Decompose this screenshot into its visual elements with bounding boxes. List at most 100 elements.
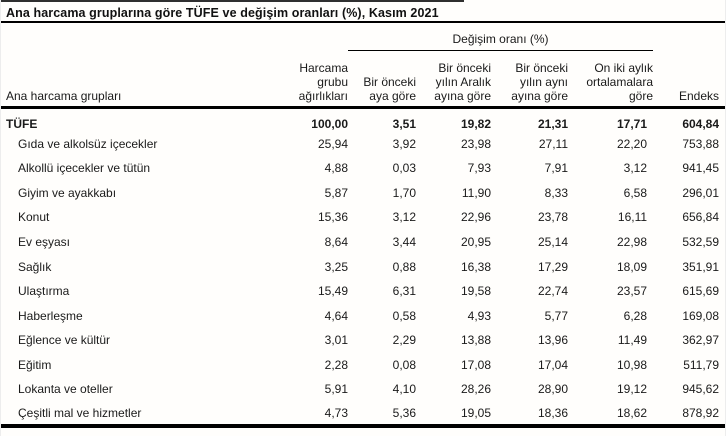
row-label: Çeşitli mal ve hizmetler	[18, 405, 142, 420]
cell-weight: 3,01	[324, 333, 348, 348]
table-row: Eğlence ve kültür 3,01 2,29 13,88 13,96 …	[1, 328, 725, 353]
cell-yoy: 23,78	[537, 210, 568, 225]
table-row: Çeşitli mal ve hizmetler 4,73 5,36 19,05…	[1, 402, 725, 427]
column-header-index: Endeks	[679, 88, 720, 103]
cell-yoy: 18,36	[537, 405, 568, 420]
table-row: Gıda ve alkolsüz içecekler 25,94 3,92 23…	[1, 132, 725, 157]
cell-yoy: 17,04	[537, 357, 568, 372]
cell-index: 296,01	[682, 185, 720, 200]
cell-since-december: 16,38	[460, 259, 491, 274]
cell-since-december: 19,58	[460, 284, 491, 299]
row-label: Gıda ve alkolsüz içecekler	[18, 136, 158, 151]
cell-weight: 5,91	[324, 382, 348, 397]
row-label: Sağlık	[18, 259, 52, 274]
table-body: TÜFE 100,00 3,51 19,82 21,31 17,71 604,8…	[1, 107, 725, 427]
cell-weight: 4,88	[324, 161, 348, 176]
table-row: Ev eşyası 8,64 3,44 20,95 25,14 22,98 53…	[1, 230, 725, 255]
row-label: Ulaştırma	[18, 284, 70, 299]
cell-since-december: 28,26	[460, 382, 491, 397]
cell-monthly: 5,36	[392, 405, 416, 420]
row-label: Ev eşyası	[18, 235, 71, 249]
cell-index: 362,97	[682, 333, 720, 348]
cell-twelve-month-avg: 16,11	[617, 210, 648, 225]
cell-monthly: 2,29	[392, 333, 416, 348]
group-header-change-rate: Değişim oranı (%)	[348, 23, 654, 51]
cell-since-december: 19,05	[460, 405, 491, 420]
top-partial-rule	[1, 0, 464, 2]
cell-yoy: 5,77	[544, 308, 568, 323]
cell-twelve-month-avg: 18,62	[617, 405, 648, 420]
table-row: Giyim ve ayakkabı 5,87 1,70 11,90 8,33 6…	[1, 181, 725, 206]
cell-since-december: 23,98	[460, 136, 491, 151]
page-title: Ana harcama gruplarına göre TÜFE ve deği…	[6, 6, 439, 20]
row-label: Alkollü içecekler ve tütün	[18, 161, 151, 176]
cell-monthly: 1,70	[392, 185, 416, 200]
cell-weight: 8,64	[324, 235, 348, 249]
cell-yoy: 27,11	[538, 136, 568, 151]
cell-index: 604,84	[682, 117, 720, 132]
table-row: Haberleşme 4,64 0,58 4,93 5,77 6,28 169,…	[1, 303, 725, 328]
group-header-row: Değişim oranı (%)	[1, 23, 725, 51]
cell-weight: 4,64	[324, 308, 348, 323]
cell-weight: 3,25	[324, 259, 348, 274]
cell-since-december: 7,93	[467, 161, 491, 176]
cell-twelve-month-avg: 23,57	[617, 284, 648, 299]
cpi-table: Değişim oranı (%) Ana harcama grupları H…	[1, 23, 725, 429]
cell-monthly: 3,44	[392, 235, 416, 249]
group-header-spacer-left	[1, 23, 348, 50]
cell-twelve-month-avg: 6,58	[623, 185, 648, 200]
cell-monthly: 3,92	[392, 136, 416, 151]
cell-weight: 100,00	[311, 117, 348, 132]
table-row: TÜFE 100,00 3,51 19,82 21,31 17,71 604,8…	[1, 107, 725, 132]
cell-index: 941,45	[682, 161, 720, 176]
column-header-since-december: Bir önceki yılın Aralık ayına göre	[434, 60, 491, 103]
table-row: Alkollü içecekler ve tütün 4,88 0,03 7,9…	[1, 156, 725, 181]
cell-yoy: 25,14	[537, 235, 568, 249]
row-label: Eğitim	[18, 357, 52, 372]
cell-weight: 15,36	[317, 210, 348, 225]
cell-index: 878,92	[682, 405, 720, 420]
cell-weight: 25,94	[317, 136, 348, 151]
cell-monthly: 3,12	[392, 210, 416, 225]
cell-yoy: 8,33	[544, 185, 568, 200]
column-header-twelve-month-avg: On iki aylık ortalamalara göre	[586, 60, 654, 103]
cell-yoy: 17,29	[537, 259, 568, 274]
cell-twelve-month-avg: 3,12	[623, 161, 648, 176]
row-label: Konut	[18, 210, 50, 225]
column-header-monthly: Bir önceki aya göre	[363, 74, 416, 103]
row-label: TÜFE	[6, 117, 38, 132]
cell-twelve-month-avg: 22,20	[617, 136, 648, 151]
cell-since-december: 4,93	[467, 308, 491, 323]
table-row: Eğitim 2,28 0,08 17,08 17,04 10,98 511,7…	[1, 352, 725, 377]
row-label: Lokanta ve oteller	[18, 382, 113, 397]
cell-twelve-month-avg: 18,09	[617, 259, 648, 274]
cell-since-december: 20,95	[460, 235, 491, 249]
cell-weight: 15,49	[317, 284, 348, 299]
cell-since-december: 19,82	[460, 117, 491, 132]
cell-monthly: 6,31	[392, 284, 416, 299]
cell-weight: 2,28	[324, 357, 348, 372]
cell-index: 615,69	[682, 284, 720, 299]
column-header-yoy: Bir önceki yılın aynı ayına göre	[511, 60, 568, 103]
table-row: Lokanta ve oteller 5,91 4,10 28,26 28,90…	[1, 377, 725, 402]
cell-index: 753,88	[682, 136, 720, 151]
cell-weight: 5,87	[324, 185, 348, 200]
cell-twelve-month-avg: 10,98	[617, 357, 648, 372]
title-block: Ana harcama gruplarına göre TÜFE ve deği…	[1, 0, 725, 23]
group-header-spacer-right	[653, 23, 725, 50]
table-header: Değişim oranı (%) Ana harcama grupları H…	[1, 23, 725, 107]
cell-monthly: 3,51	[392, 117, 416, 132]
cell-index: 351,91	[682, 259, 720, 274]
row-label: Eğlence ve kültür	[18, 333, 111, 348]
cell-index: 656,84	[682, 210, 720, 225]
cell-yoy: 7,91	[544, 161, 568, 176]
cell-index: 511,79	[683, 357, 720, 372]
cell-monthly: 0,03	[392, 161, 416, 176]
cell-twelve-month-avg: 11,49	[617, 333, 648, 348]
cell-since-december: 11,90	[461, 185, 491, 200]
cell-monthly: 0,58	[392, 308, 416, 323]
cell-since-december: 13,88	[460, 333, 491, 348]
column-header-weight: Harcama grubu ağırlıkları	[298, 60, 348, 103]
cell-weight: 4,73	[324, 405, 348, 420]
